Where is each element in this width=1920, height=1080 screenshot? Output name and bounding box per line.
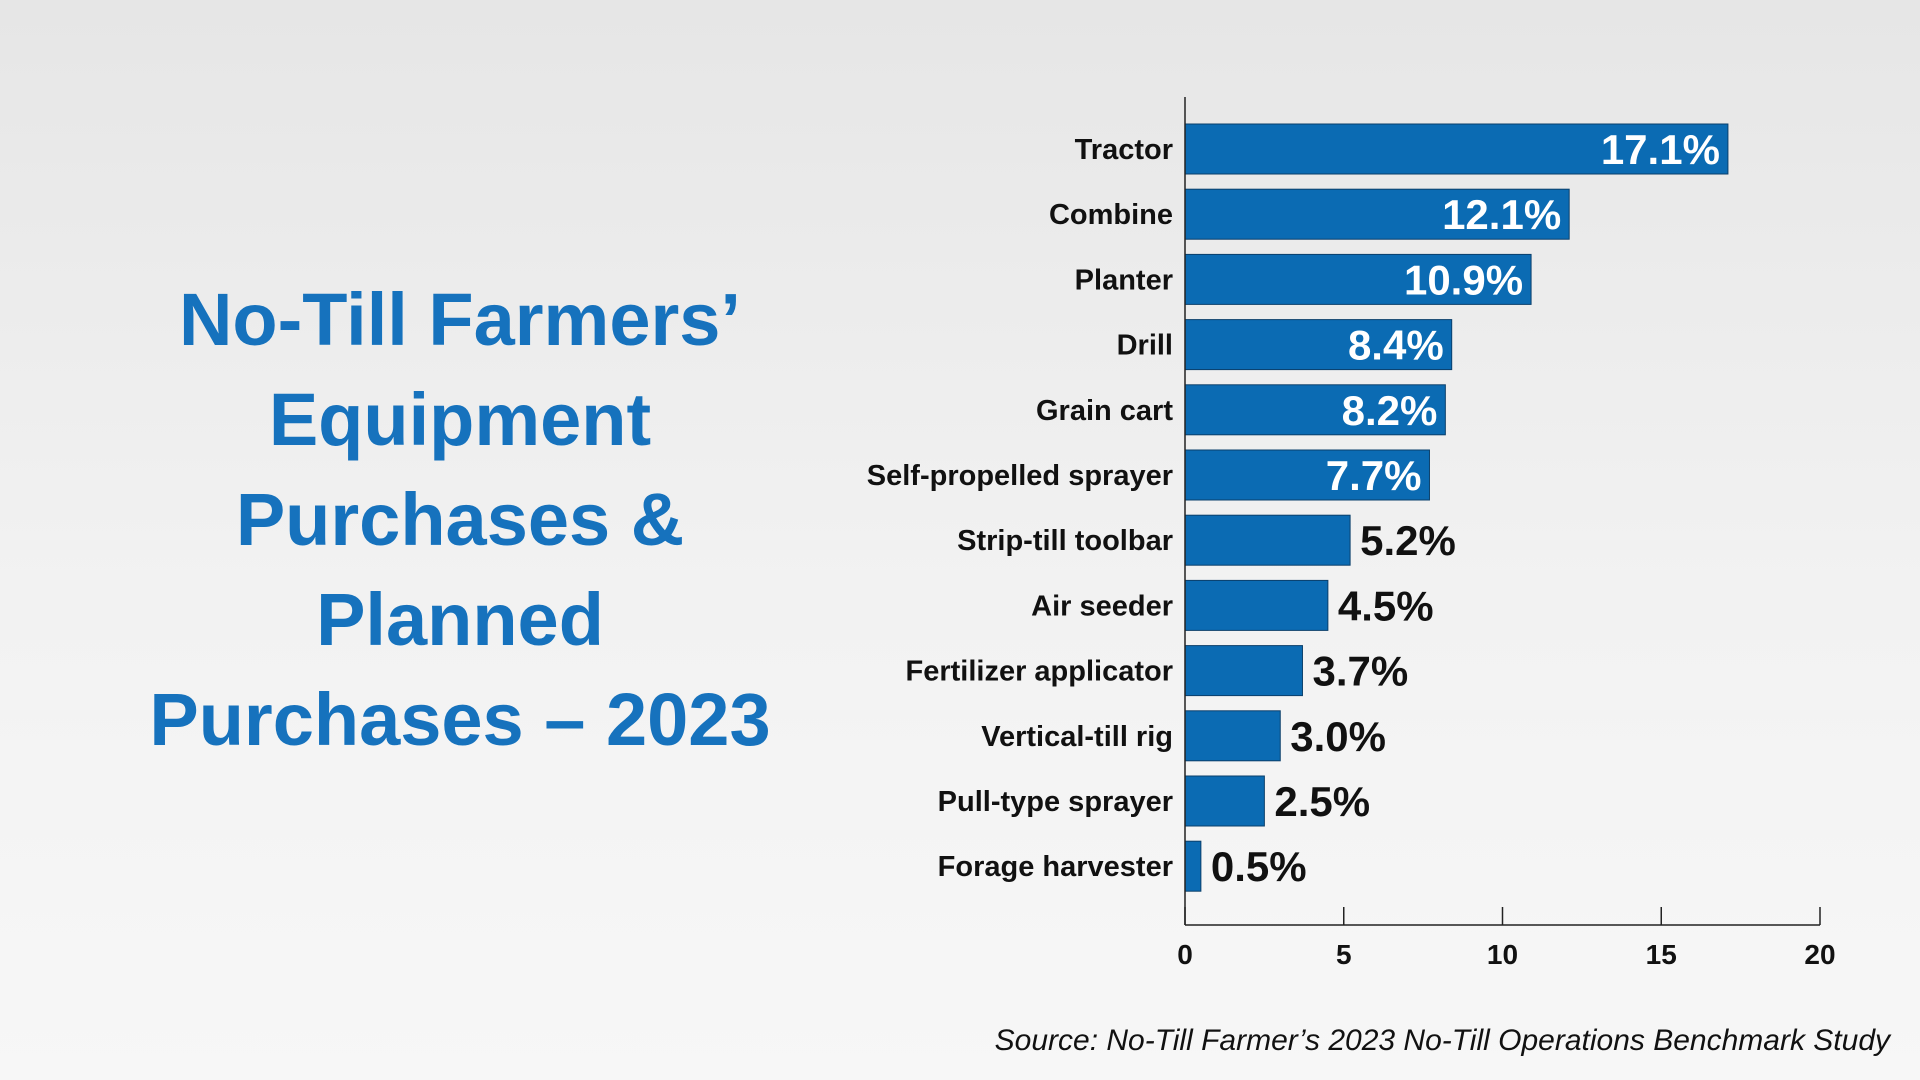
category-label: Pull-type sprayer [938,786,1173,818]
category-label: Forage harvester [938,851,1173,883]
data-label: 8.2% [1342,387,1438,434]
bar [1184,579,1329,631]
data-label: 17.1% [1601,126,1720,173]
x-tick-label: 0 [1177,939,1193,970]
category-label: Self-propelled sprayer [867,460,1173,492]
x-tick-label: 10 [1487,939,1518,970]
data-label: 7.7% [1326,452,1422,499]
data-label: 12.1% [1442,191,1561,238]
bar [1184,384,1446,436]
data-label: 3.0% [1290,713,1386,760]
title-line-5: Purchases – 2023 [149,678,771,761]
x-tick-label: 5 [1336,939,1352,970]
category-label: Grain cart [1036,395,1173,427]
category-label: Drill [1117,330,1173,362]
data-label: 0.5% [1211,843,1307,890]
category-label: Tractor [1075,134,1173,166]
x-tick-label: 20 [1804,939,1835,970]
bar [1184,775,1265,827]
data-label: 4.5% [1338,582,1434,629]
title-line-4: Planned [316,578,604,661]
data-label: 5.2% [1360,517,1456,564]
category-label: Fertilizer applicator [905,656,1173,688]
category-label: Combine [1049,199,1173,231]
category-label: Vertical-till rig [981,721,1173,753]
bars-layer: Tractor 17.1% Combine 12.1% Planter 10.9% Dril… [867,123,1729,892]
x-axis: 0 5 10 15 20 [1177,97,1836,970]
category-label: Planter [1075,264,1173,296]
category-label: Strip-till toolbar [957,525,1173,557]
title-line-3: Purchases & [235,478,685,561]
bar [1184,840,1202,892]
category-label: Air seeder [1031,590,1173,622]
bar [1184,514,1351,566]
bar [1184,645,1303,697]
source-note: Source: No-Till Farmer’s 2023 No-Till Op… [994,1024,1890,1057]
bar [1184,449,1430,501]
data-label: 10.9% [1404,256,1523,303]
title-line-1: No-Till Farmers’ [178,278,741,361]
bar [1184,710,1281,762]
bar [1184,319,1453,371]
bar [1184,188,1570,240]
bar [1184,253,1532,305]
data-label: 2.5% [1274,778,1370,825]
chart-title: No-Till Farmers’ Equipment Purchases & P… [80,270,840,770]
title-line-2: Equipment [268,378,652,461]
data-label: 3.7% [1312,648,1408,695]
data-label: 8.4% [1348,322,1444,369]
x-tick-label: 15 [1646,939,1677,970]
